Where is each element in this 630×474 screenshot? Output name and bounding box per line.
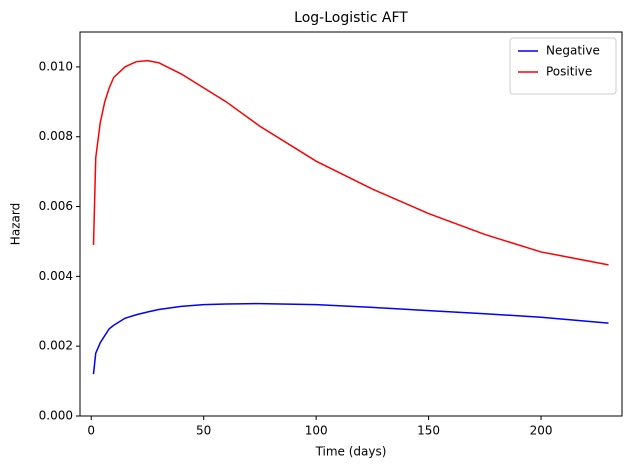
y-tick-label: 0.006: [39, 199, 73, 213]
x-axis-label: Time (days): [315, 445, 387, 459]
x-tick-label: 150: [417, 424, 440, 438]
x-tick-label: 50: [196, 424, 211, 438]
y-tick-label: 0.002: [39, 339, 73, 353]
series-line: [92, 59, 609, 266]
legend-box: [509, 37, 617, 95]
y-axis-label: Hazard: [9, 203, 23, 245]
y-tick-label: 0.000: [39, 409, 73, 423]
plot-frame: [79, 31, 623, 417]
legend-label: Negative: [546, 44, 600, 58]
x-tick-label: 100: [305, 424, 328, 438]
x-tick-label: 0: [87, 424, 95, 438]
chart-title: Log-Logistic AFT: [294, 10, 408, 26]
y-tick-label: 0.008: [39, 129, 73, 143]
y-tick-label: 0.010: [39, 59, 73, 73]
series-line: [92, 302, 609, 375]
y-tick-label: 0.004: [39, 269, 73, 283]
x-tick-label: 200: [530, 424, 553, 438]
legend-label: Positive: [546, 65, 592, 79]
